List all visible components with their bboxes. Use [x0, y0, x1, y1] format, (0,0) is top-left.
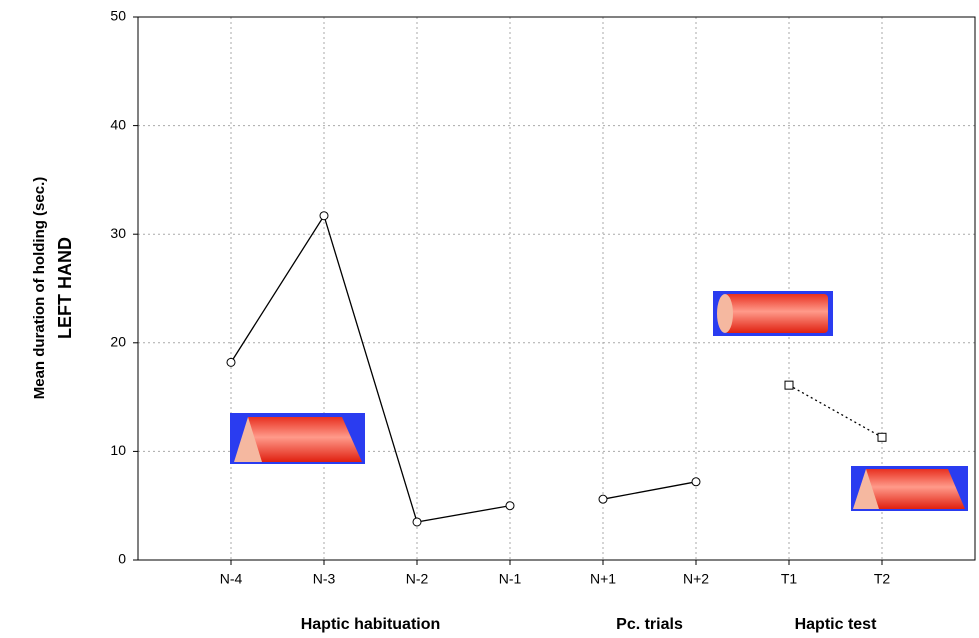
y-tick-label: 10 [110, 442, 126, 458]
marker [877, 432, 887, 442]
object-icon [713, 291, 833, 336]
y-tick-label: 0 [118, 551, 126, 567]
y-tick-label: 40 [110, 116, 126, 132]
x-tick-label: N+1 [590, 571, 616, 587]
plot-area [138, 16, 975, 561]
x-tick-label: N-2 [406, 571, 429, 587]
group-label: Pc. trials [616, 616, 683, 633]
y-tick-label: 30 [110, 225, 126, 241]
x-tick-label: T1 [781, 571, 798, 587]
marker [691, 477, 701, 487]
x-tick-label: N-4 [220, 571, 243, 587]
marker [505, 501, 515, 511]
y-tick-label: 50 [110, 8, 126, 24]
y-axis-label: Mean duration of holding (sec.) [31, 177, 48, 400]
marker [784, 380, 794, 390]
group-label: Haptic habituation [301, 616, 441, 633]
x-tick-label: N+2 [683, 571, 709, 587]
group-label: Haptic test [795, 616, 877, 633]
y-axis-label-2: LEFT HAND [55, 237, 75, 339]
x-tick-label: N-1 [499, 571, 522, 587]
marker [598, 494, 608, 504]
x-tick-label: T2 [874, 571, 891, 587]
marker [319, 211, 329, 221]
line [788, 384, 883, 438]
x-tick-label: N-3 [313, 571, 336, 587]
line [230, 214, 511, 523]
marker [412, 517, 422, 527]
object-icon [851, 466, 968, 511]
marker [226, 357, 236, 367]
line [602, 481, 697, 500]
y-tick-label: 20 [110, 334, 126, 350]
plot-frame [137, 16, 976, 561]
object-icon [230, 413, 365, 464]
